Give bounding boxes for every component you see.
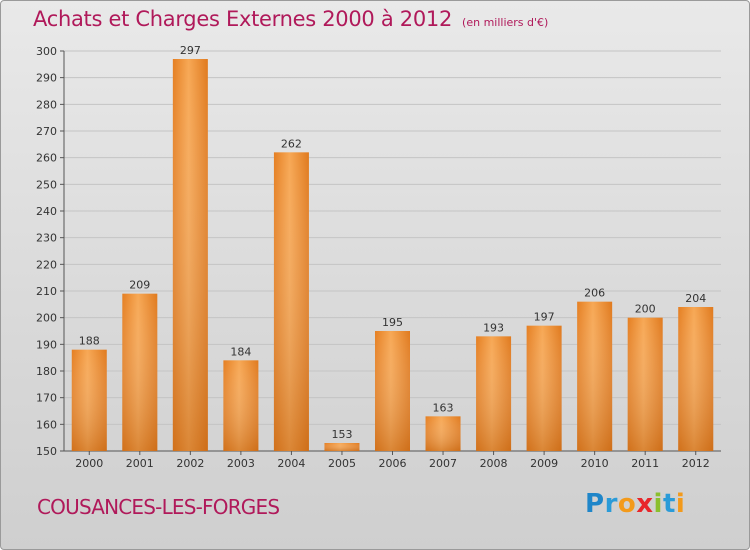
y-tick-label: 270 [36,125,57,138]
bar-shade [273,152,309,452]
data-label: 153 [331,428,352,441]
x-tick-label: 2000 [75,457,103,470]
commune-name: COUSANCES-LES-FORGES [37,495,280,519]
bars [71,59,714,452]
x-tick-label: 2011 [631,457,659,470]
y-tick-label: 170 [36,392,57,405]
x-tick-label: 2004 [277,457,305,470]
bar-shade [71,349,107,451]
proxiti-logo: Proxiti [585,489,686,519]
bar-shade [627,317,663,451]
y-tick-label: 240 [36,205,57,218]
x-tick-label: 2009 [530,457,558,470]
data-label: 163 [433,401,454,414]
y-tick-label: 220 [36,258,57,271]
chart-title: Achats et Charges Externes 2000 à 2012 [33,7,453,31]
bar-shade [223,360,259,451]
data-label: 297 [180,44,201,57]
data-label: 195 [382,316,403,329]
y-tick-label: 250 [36,178,57,191]
bar-shade [476,336,512,451]
x-tick-label: 2012 [682,457,710,470]
data-label: 197 [534,311,555,324]
x-tick-label: 2006 [379,457,407,470]
x-tick-label: 2002 [176,457,204,470]
y-tick-label: 290 [36,72,57,85]
data-label: 206 [584,287,605,300]
x-tick-label: 2003 [227,457,255,470]
chart-subtitle: (en milliers d'€) [462,16,549,29]
y-tick-label: 280 [36,98,57,111]
y-tick-label: 160 [36,418,57,431]
y-tick-label: 260 [36,152,57,165]
bar-shade [375,331,410,451]
title-row: Achats et Charges Externes 2000 à 2012 (e… [33,7,548,31]
y-tick-label: 180 [36,365,57,378]
data-label: 262 [281,137,302,150]
bar-shade [122,293,158,451]
y-tick-label: 150 [36,445,57,458]
labels: 188 2000 209 2001 297 2002 184 2003 262 2004 153 20… [75,44,709,470]
y-tick-label: 190 [36,338,57,351]
bar-shade [172,59,208,451]
y-tick-label: 210 [36,285,57,298]
y-tick-label: 300 [36,45,57,58]
x-tick-label: 2005 [328,457,356,470]
data-label: 209 [129,279,150,292]
bar-shade [425,416,461,451]
x-tick-label: 2001 [126,457,154,470]
data-label: 200 [635,303,656,316]
data-label: 188 [79,335,100,348]
data-label: 193 [483,321,504,334]
bar-chart: 150 160 170 180 190 200 210 220 230 240 250 260 270 2… [36,44,721,470]
x-tick-label: 2007 [429,457,457,470]
bar-shade [526,325,562,451]
y-tick-label: 230 [36,232,57,245]
x-tick-label: 2010 [581,457,609,470]
bar-shade [577,301,613,451]
data-label: 204 [685,292,706,305]
bar-shade [678,307,714,451]
x-tick-label: 2008 [480,457,508,470]
bar-shade [324,443,360,451]
data-label: 184 [230,345,251,358]
y-tick-label: 200 [36,312,57,325]
